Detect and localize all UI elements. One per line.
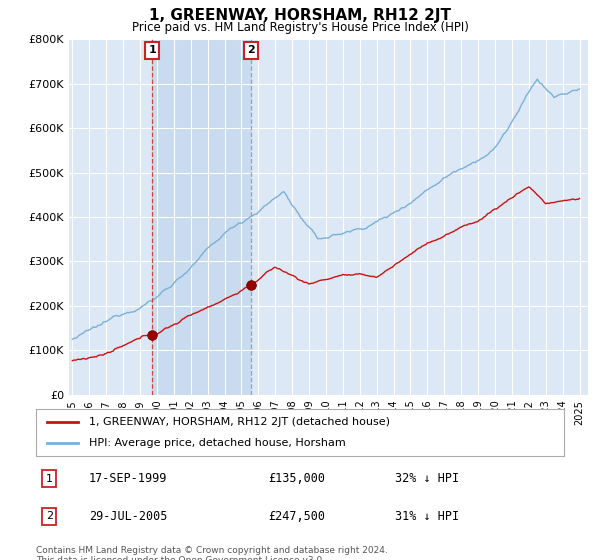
Bar [152, 39, 251, 395]
Text: 2: 2 [247, 45, 255, 55]
Text: 1: 1 [148, 45, 156, 55]
Text: HPI: Average price, detached house, Horsham: HPI: Average price, detached house, Hors… [89, 438, 346, 448]
Text: 1: 1 [46, 474, 53, 484]
Text: 2: 2 [46, 511, 53, 521]
Text: Contains HM Land Registry data © Crown copyright and database right 2024.
This d: Contains HM Land Registry data © Crown c… [36, 546, 388, 560]
Text: £135,000: £135,000 [268, 472, 325, 485]
Text: 1, GREENWAY, HORSHAM, RH12 2JT: 1, GREENWAY, HORSHAM, RH12 2JT [149, 8, 451, 24]
Text: 17-SEP-1999: 17-SEP-1999 [89, 472, 167, 485]
Text: 31% ↓ HPI: 31% ↓ HPI [395, 510, 459, 523]
Text: £247,500: £247,500 [268, 510, 325, 523]
Text: 1, GREENWAY, HORSHAM, RH12 2JT (detached house): 1, GREENWAY, HORSHAM, RH12 2JT (detached… [89, 417, 390, 427]
Text: 29-JUL-2005: 29-JUL-2005 [89, 510, 167, 523]
Text: 32% ↓ HPI: 32% ↓ HPI [395, 472, 459, 485]
Text: Price paid vs. HM Land Registry's House Price Index (HPI): Price paid vs. HM Land Registry's House … [131, 21, 469, 34]
